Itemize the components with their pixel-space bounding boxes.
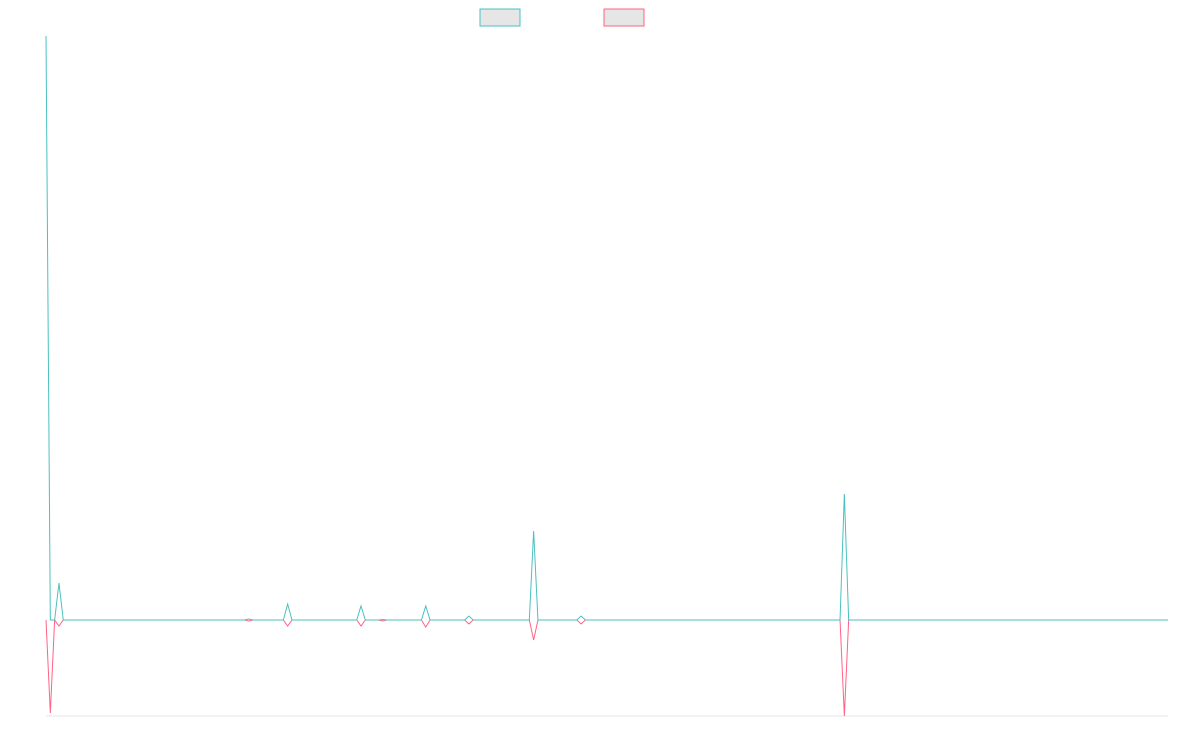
- legend-swatch: [479, 8, 521, 27]
- legend-swatch: [603, 8, 645, 27]
- series-line: [45, 618, 1168, 717]
- series-line: [45, 35, 1168, 621]
